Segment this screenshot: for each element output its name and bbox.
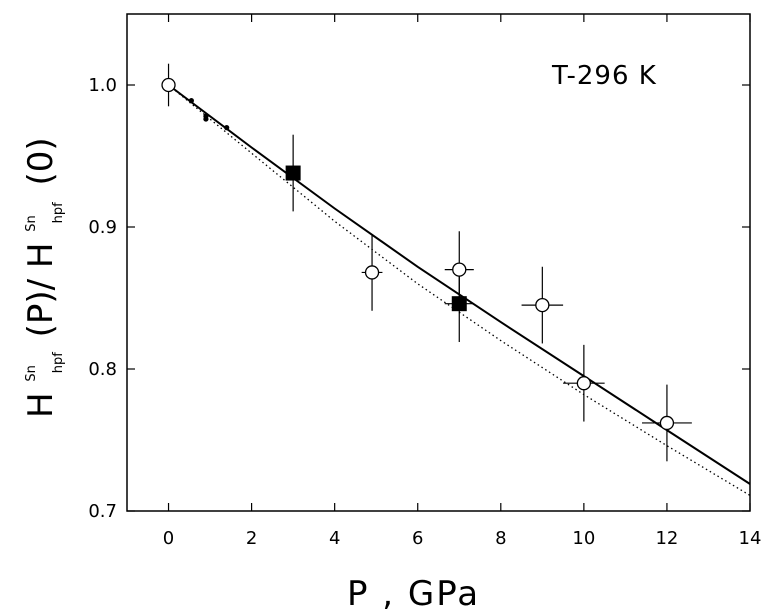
y-axis-label: H Sn hpf (P)/ H Sn hpf (0)	[4, 137, 71, 418]
open-circle-point	[535, 297, 550, 313]
data-markers	[161, 77, 675, 431]
open-circle-point	[452, 262, 467, 277]
error-bars	[167, 63, 692, 462]
open-circle-point	[659, 415, 675, 431]
x-tick-label: 14	[739, 528, 762, 549]
x-tick-label: 4	[329, 528, 340, 549]
axes-ticks: 0 2 4 6 8 10 12 14 0.7 0.8 0.9 1.0	[88, 14, 761, 549]
y-tick-label: 1.0	[88, 75, 117, 96]
x-tick-label: 10	[572, 528, 595, 549]
x-axis-label: P , GPa	[347, 574, 480, 613]
small-dot-point	[224, 125, 230, 131]
y-label-h1: H	[21, 392, 61, 418]
y-label-sub1: hpf	[51, 352, 66, 373]
filled-square-point	[285, 165, 301, 181]
y-label-h2: H	[21, 243, 61, 269]
open-circle-point	[364, 265, 380, 280]
open-circle-point	[161, 77, 176, 93]
y-tick-label: 0.9	[88, 217, 117, 238]
small-dot-point	[188, 98, 194, 104]
y-label-sup2: Sn	[24, 215, 39, 232]
y-tick-label: 0.8	[88, 359, 117, 380]
y-label-sub2: hpf	[51, 202, 66, 223]
filled-square-point	[451, 296, 467, 312]
x-tick-label: 6	[412, 528, 423, 549]
y-label-sup1: Sn	[24, 365, 39, 382]
x-tick-label: 12	[655, 528, 678, 549]
open-circle-point	[576, 376, 592, 391]
y-label-mid: (P)/	[21, 278, 61, 337]
x-tick-label: 8	[495, 528, 506, 549]
y-axis-label-text: H Sn hpf (P)/ H Sn hpf (0)	[4, 137, 71, 418]
x-tick-label: 0	[163, 528, 174, 549]
y-label-end: (0)	[21, 137, 61, 185]
small-dot-point	[203, 116, 209, 122]
plot-frame	[126, 13, 751, 512]
x-tick-label: 2	[246, 528, 257, 549]
y-tick-label: 0.7	[88, 501, 117, 522]
temperature-annotation: T-296 K	[551, 61, 657, 91]
